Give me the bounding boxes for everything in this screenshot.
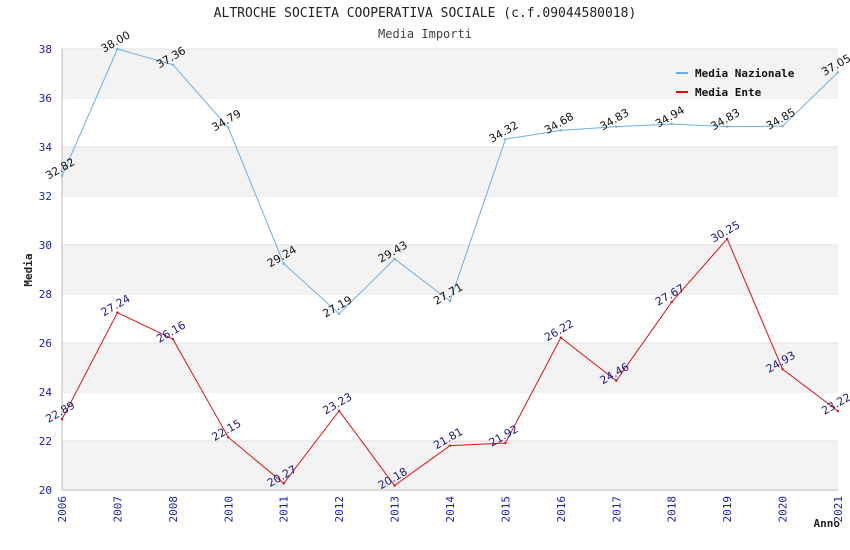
x-tick-label: 2019 [721, 496, 734, 523]
x-tick-label: 2018 [666, 496, 679, 523]
data-point [448, 299, 452, 303]
x-tick-label: 2017 [610, 496, 623, 523]
y-tick-label: 34 [39, 141, 53, 154]
data-point [337, 312, 341, 316]
x-tick-label: 2010 [222, 496, 235, 523]
data-point [670, 300, 673, 304]
grid-bands [62, 48, 838, 490]
grid-band [62, 343, 838, 392]
y-tick-label: 20 [39, 484, 52, 497]
y-tick-label: 22 [39, 435, 52, 448]
grid-band [62, 441, 838, 490]
x-tick-label: 2015 [499, 496, 512, 522]
data-point [116, 47, 119, 51]
y-tick-label: 28 [39, 288, 52, 301]
x-tick-label: 2014 [444, 496, 457, 523]
data-point [393, 257, 396, 261]
data-point [559, 129, 563, 132]
y-axis-label: Media [22, 253, 35, 286]
data-point [282, 262, 285, 265]
legend-label: Media Ente [695, 86, 762, 99]
data-point [227, 126, 230, 129]
data-point [725, 237, 729, 241]
x-axis-label: Anno [814, 517, 841, 530]
data-point [725, 125, 729, 128]
legend: Media Nazionale Media Ente [676, 67, 795, 99]
chart-subtitle: Media Importi [378, 27, 472, 41]
data-point [615, 379, 618, 382]
data-point [448, 444, 452, 447]
data-point [171, 337, 175, 341]
data-point [670, 122, 673, 126]
grid-band [62, 147, 838, 196]
x-axis-ticks: 2006 2007 2008 2010 2011 2012 2013 2014 2015 2016… [56, 496, 845, 523]
data-point [836, 409, 840, 413]
x-tick-label: 2012 [333, 496, 346, 523]
data-point [282, 482, 285, 485]
x-tick-label: 2013 [389, 496, 402, 523]
y-axis-ticks: 20 22 24 26 28 30 32 34 36 38 [39, 43, 53, 497]
legend-label: Media Nazionale [695, 67, 795, 80]
data-point [781, 124, 784, 128]
x-tick-label: 2006 [56, 496, 69, 523]
x-tick-label: 2020 [777, 496, 790, 523]
y-tick-label: 36 [39, 92, 52, 105]
grid-band [62, 49, 838, 98]
x-tick-label: 2011 [278, 496, 291, 523]
y-tick-label: 24 [39, 386, 53, 399]
data-point [337, 409, 341, 413]
data-point [781, 368, 784, 371]
y-tick-label: 38 [39, 43, 52, 56]
y-tick-label: 26 [39, 337, 52, 350]
data-point [559, 336, 563, 339]
data-point [836, 71, 840, 74]
data-point [504, 137, 507, 141]
data-point [393, 484, 396, 487]
data-point [60, 174, 64, 178]
y-tick-label: 32 [39, 190, 52, 203]
chart-title: ALTROCHE SOCIETA COOPERATIVA SOCIALE (c.… [213, 6, 637, 21]
data-point [116, 311, 119, 314]
x-tick-label: 2008 [167, 496, 180, 523]
data-point [60, 417, 64, 421]
x-tick-label: 2021 [832, 496, 845, 523]
grid-band [62, 245, 838, 294]
y-tick-label: 30 [39, 239, 52, 252]
data-point [171, 63, 175, 66]
data-point [504, 441, 507, 445]
data-point [615, 125, 618, 128]
series-layer [60, 47, 840, 487]
x-tick-label: 2007 [111, 496, 124, 523]
x-tick-label: 2016 [555, 496, 568, 523]
data-point [227, 436, 230, 439]
